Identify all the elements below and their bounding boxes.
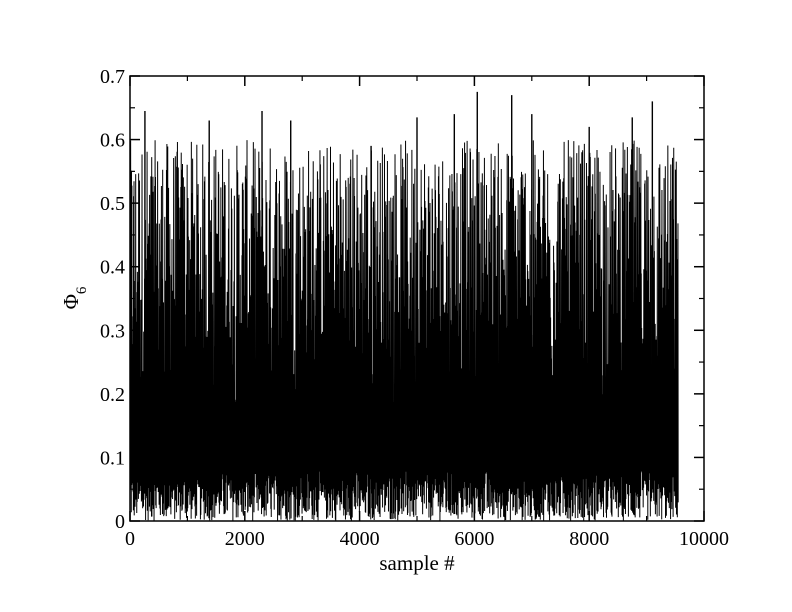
x-axis-label: sample #	[379, 551, 455, 575]
y-tick-label: 0.4	[100, 257, 125, 279]
x-tick-label: 8000	[569, 528, 609, 550]
y-tick-label: 0	[115, 511, 125, 533]
x-tick-label: 10000	[679, 528, 729, 550]
data-series-line	[129, 139, 679, 521]
y-axis-label-symbol: Φ	[59, 294, 83, 309]
y-tick-label: 0.3	[100, 320, 125, 342]
y-axis-label-subscript: 6	[74, 286, 90, 294]
labels-layer: sample # Φ6	[59, 286, 455, 575]
series-layer	[129, 91, 679, 521]
x-tick-label: 6000	[454, 528, 494, 550]
ticks-layer: 0 2000 4000 6000 8000 10000 0 0.1 0.2 0.3 0.4 0.5 0.…	[100, 66, 729, 550]
y-tick-label: 0.5	[100, 193, 125, 215]
y-tick-label: 0.2	[100, 384, 125, 406]
y-axis-label: Φ6	[59, 286, 90, 309]
x-tick-label: 4000	[340, 528, 380, 550]
y-tick-label: 0.6	[100, 130, 125, 152]
y-tick-label: 0.7	[100, 66, 125, 88]
x-tick-label: 0	[125, 528, 135, 550]
y-tick-label: 0.1	[100, 447, 125, 469]
x-tick-label: 2000	[225, 528, 265, 550]
